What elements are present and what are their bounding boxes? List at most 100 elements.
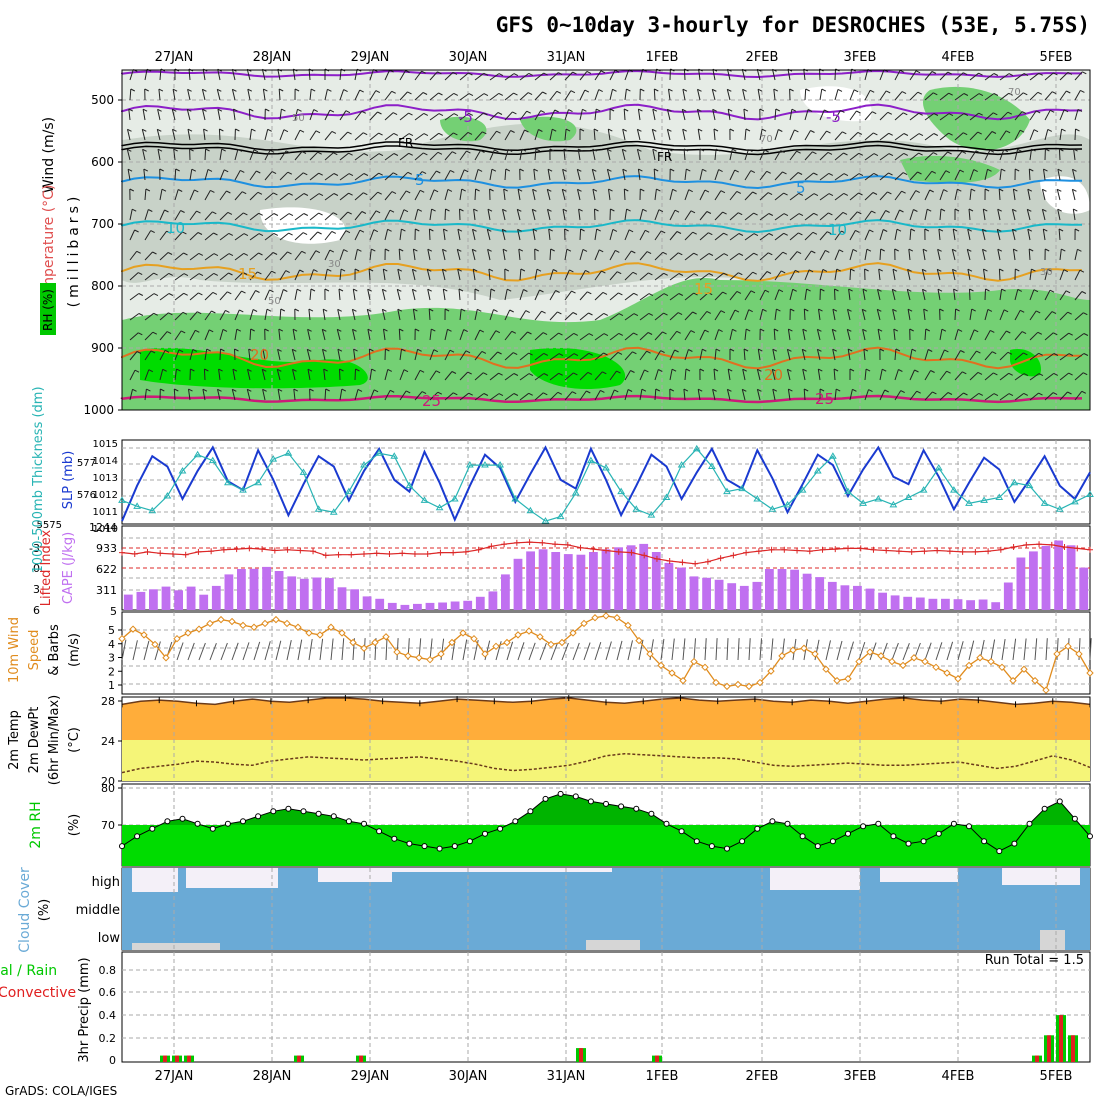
wind-barb	[549, 129, 553, 141]
wind-barb	[504, 393, 515, 401]
wind-barb-flag	[554, 109, 559, 113]
wind-barb-flag	[299, 129, 305, 133]
wind-barb	[669, 273, 680, 281]
wind-barb-flag	[272, 252, 278, 255]
wind-barb	[234, 212, 244, 221]
wind-barb	[504, 289, 508, 301]
li-point	[488, 543, 495, 550]
wind-barb	[996, 229, 1001, 241]
wind-barb	[954, 329, 959, 341]
wind-barb-flag	[307, 348, 312, 352]
wind-barb-flag	[340, 268, 346, 272]
wind-barb-flag	[838, 249, 844, 253]
wind-barb	[939, 329, 943, 341]
wind-barb-flag	[693, 292, 698, 296]
wind-barb-flag	[1023, 392, 1029, 396]
contour-15c	[121, 262, 1083, 282]
wind-barb	[849, 268, 852, 281]
wind-barb	[471, 249, 476, 261]
wind-barb-flag	[790, 308, 795, 312]
wind-barb-flag	[257, 271, 262, 275]
wind-barb-flag	[505, 168, 511, 172]
wind-barb-flag	[513, 393, 519, 396]
wind-barb	[999, 73, 1010, 81]
wind-barb	[534, 91, 543, 101]
wind-barb	[459, 113, 470, 121]
wind-barb	[594, 333, 605, 341]
wind10m-barb	[1012, 638, 1017, 661]
thickness-tick: 5575	[37, 520, 62, 531]
wind-barb	[623, 188, 626, 201]
wind-barb	[397, 309, 401, 321]
wind-barb	[922, 249, 926, 261]
wind-barb	[1014, 289, 1019, 301]
wind-barb	[309, 172, 320, 181]
wind-barb-flag	[888, 153, 894, 157]
wind-barb-flag	[498, 92, 504, 96]
wind-barb	[923, 309, 926, 321]
wind-barb-flag	[821, 88, 827, 92]
wind-barb-flag	[273, 232, 279, 236]
wind-barb	[637, 169, 641, 181]
wind-barb-flag	[952, 268, 957, 272]
wind-barb	[294, 193, 305, 201]
wind-barb	[278, 88, 281, 101]
wind-barb-flag	[653, 168, 659, 172]
wind-barb-flag	[280, 308, 286, 312]
wind-barb-flag	[778, 289, 784, 293]
wind-barb	[204, 310, 212, 321]
li-point	[501, 541, 508, 548]
wind10m-barb	[836, 640, 843, 661]
wind-speed-point	[778, 652, 786, 660]
wind-barb	[759, 289, 766, 301]
li-point	[475, 546, 482, 553]
wind-barb-flag	[873, 153, 879, 157]
wind-barb	[924, 391, 933, 401]
wind-barb	[924, 370, 932, 381]
wind-speed-point	[888, 657, 896, 666]
cape-bar	[136, 591, 146, 610]
wind-barb	[234, 170, 241, 181]
wind-barb	[653, 88, 656, 101]
wind-barb-flag	[475, 188, 480, 192]
wind-barb-flag	[285, 150, 291, 154]
wind-barb	[474, 309, 478, 321]
wind-barb-flag	[929, 189, 934, 193]
wind-barb	[759, 309, 764, 321]
cape-bar	[450, 601, 460, 610]
thickness-point	[586, 456, 595, 464]
wind-barb	[1059, 72, 1069, 81]
wind-barb-flag	[663, 312, 668, 316]
wind-barb-flag	[932, 391, 937, 395]
top-date-axis: 27JAN 28JAN 29JAN 30JAN 31JAN 1FEB 2FEB 3FEB 4FE…	[155, 50, 1073, 65]
wind-barb-flag	[985, 288, 990, 292]
wind-barb-flag	[195, 329, 200, 333]
wind-barb-flag	[918, 152, 923, 156]
wind-barb	[909, 152, 919, 161]
wind-barb	[249, 149, 255, 161]
wind-barb	[684, 231, 694, 241]
wind-barb	[249, 328, 252, 341]
date-label-bottom: 4FEB	[942, 1069, 975, 1084]
wind-barb-flag	[502, 228, 507, 232]
wind-barb	[219, 169, 225, 181]
cape-bar	[538, 549, 548, 610]
wind-barb	[741, 69, 746, 81]
wind-barb	[594, 109, 597, 121]
wind-speed-point	[569, 629, 577, 637]
wind-barb	[249, 271, 258, 281]
wind-barb-flag	[632, 271, 638, 275]
date-label-top: 1FEB	[646, 50, 679, 65]
cloud-tick: middle	[76, 903, 120, 918]
wind-barb	[564, 312, 574, 321]
wind-barb	[983, 269, 986, 281]
wind-barb-flag	[303, 172, 308, 176]
wind-barb-flag	[281, 108, 286, 112]
wind-barb	[637, 109, 641, 121]
precip-convective-bar	[1059, 1015, 1063, 1062]
wind-barb-flag	[487, 248, 492, 252]
wind-barb-flag	[309, 388, 314, 392]
wind-barb	[683, 148, 686, 161]
label-barbs: & Barbs	[47, 624, 62, 676]
wind-barb-flag	[773, 88, 779, 92]
